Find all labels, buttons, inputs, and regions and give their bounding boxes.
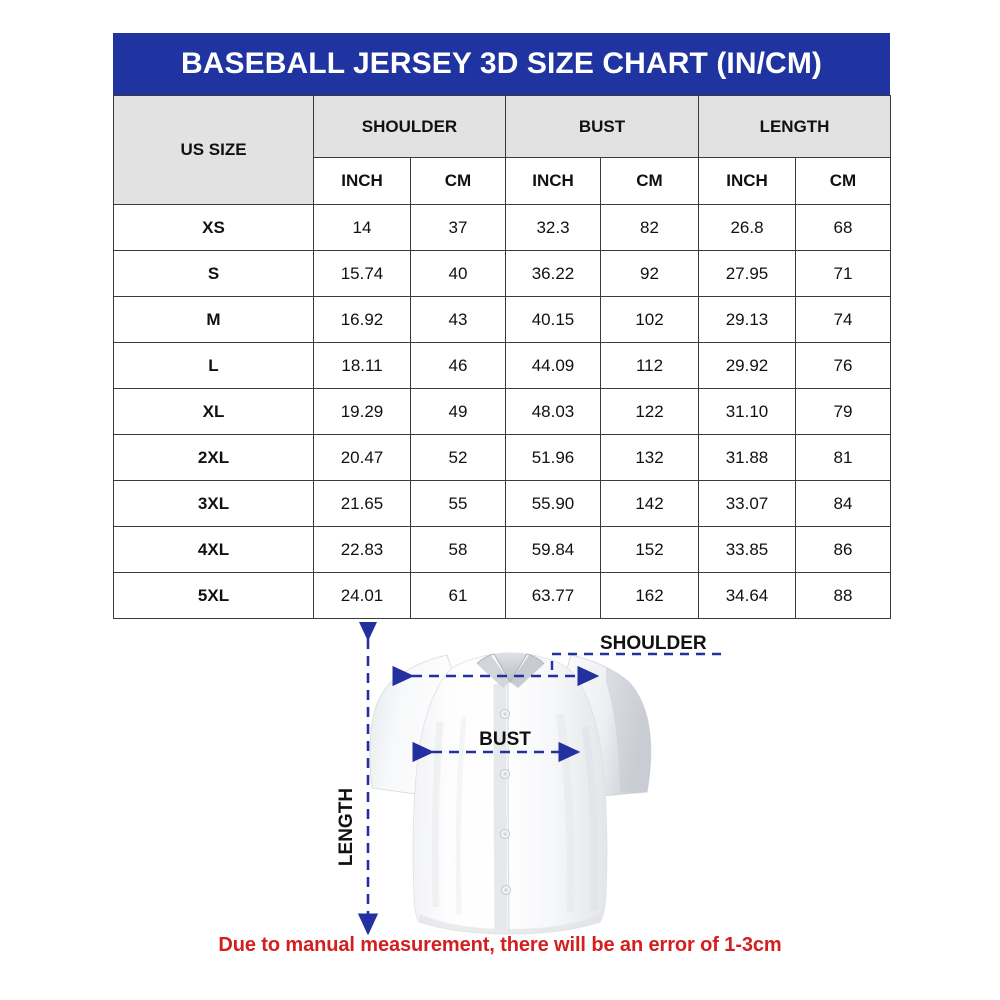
cell-length-inch: 29.92	[698, 342, 796, 389]
size-table-body: XS 14 37 32.3 82 26.8 68 S 15.74 40 36.2…	[113, 204, 892, 619]
cell-shoulder-cm: 46	[410, 342, 506, 389]
cell-length-cm: 81	[794, 434, 892, 481]
cell-bust-inch: 40.15	[505, 296, 601, 343]
cell-shoulder-cm: 61	[410, 572, 506, 619]
cell-bust-inch: 44.09	[505, 342, 601, 389]
length-label: LENGTH	[336, 788, 357, 866]
subheader-length-cm: CM	[794, 157, 892, 205]
column-header-bust: BUST	[505, 95, 699, 158]
subheader-length-inch: INCH	[698, 157, 796, 205]
cell-bust-inch: 48.03	[505, 388, 601, 435]
cell-size: 3XL	[113, 480, 314, 527]
cell-size: 2XL	[113, 434, 314, 481]
cell-bust-inch: 63.77	[505, 572, 601, 619]
shoulder-label: SHOULDER	[600, 633, 707, 654]
cell-length-cm: 68	[794, 204, 892, 251]
table-row: M 16.92 43 40.15 102 29.13 74	[113, 296, 892, 343]
cell-shoulder-cm: 52	[410, 434, 506, 481]
column-header-length: LENGTH	[697, 95, 892, 158]
cell-bust-cm: 162	[600, 572, 699, 619]
cell-length-cm: 86	[794, 526, 892, 573]
cell-length-cm: 74	[794, 296, 892, 343]
cell-shoulder-inch: 24.01	[313, 572, 411, 619]
cell-size: M	[113, 296, 314, 343]
cell-length-inch: 34.64	[698, 572, 796, 619]
cell-size: XS	[113, 204, 314, 251]
cell-length-cm: 71	[794, 250, 892, 297]
cell-shoulder-inch: 16.92	[313, 296, 411, 343]
cell-length-cm: 79	[794, 388, 892, 435]
page-title: BASEBALL JERSEY 3D SIZE CHART (IN/CM)	[113, 33, 890, 95]
cell-shoulder-inch: 20.47	[313, 434, 411, 481]
cell-shoulder-cm: 43	[410, 296, 506, 343]
jersey-measurement-diagram: SHOULDER BUST LENGTH	[0, 622, 1000, 942]
cell-bust-cm: 142	[600, 480, 699, 527]
table-row: XS 14 37 32.3 82 26.8 68	[113, 204, 892, 251]
subheader-shoulder-inch: INCH	[313, 157, 411, 205]
cell-length-cm: 76	[794, 342, 892, 389]
cell-shoulder-cm: 49	[410, 388, 506, 435]
cell-bust-inch: 59.84	[505, 526, 601, 573]
subheader-bust-inch: INCH	[505, 157, 601, 205]
cell-bust-inch: 51.96	[505, 434, 601, 481]
size-chart-table-block: BASEBALL JERSEY 3D SIZE CHART (IN/CM) US…	[113, 33, 892, 619]
cell-shoulder-cm: 40	[410, 250, 506, 297]
cell-size: S	[113, 250, 314, 297]
cell-bust-inch: 32.3	[505, 204, 601, 251]
bust-label: BUST	[479, 729, 531, 750]
bust-measure-annotation: BUST	[412, 729, 581, 763]
cell-length-inch: 29.13	[698, 296, 796, 343]
table-sub-header-row: INCH CM INCH CM INCH CM	[114, 157, 892, 205]
table-row: L 18.11 46 44.09 112 29.92 76	[113, 342, 892, 389]
measurement-disclaimer-note: Due to manual measurement, there will be…	[218, 934, 782, 956]
length-measure-annotation: LENGTH	[336, 622, 379, 936]
shoulder-measure-annotation: SHOULDER	[392, 633, 721, 687]
cell-shoulder-cm: 55	[410, 480, 506, 527]
cell-shoulder-inch: 21.65	[313, 480, 411, 527]
cell-shoulder-inch: 22.83	[313, 526, 411, 573]
cell-length-cm: 84	[794, 480, 892, 527]
cell-shoulder-inch: 14	[313, 204, 411, 251]
cell-length-inch: 26.8	[698, 204, 796, 251]
subheader-shoulder-cm: CM	[410, 157, 506, 205]
table-group-header-row: US SIZE SHOULDER BUST LENGTH	[113, 95, 892, 205]
cell-length-inch: 33.85	[698, 526, 796, 573]
cell-shoulder-inch: 18.11	[313, 342, 411, 389]
cell-bust-inch: 55.90	[505, 480, 601, 527]
cell-bust-cm: 122	[600, 388, 699, 435]
cell-size: 5XL	[113, 572, 314, 619]
cell-size: XL	[113, 388, 314, 435]
cell-length-inch: 33.07	[698, 480, 796, 527]
cell-bust-cm: 92	[600, 250, 699, 297]
cell-length-cm: 88	[794, 572, 892, 619]
cell-length-inch: 27.95	[698, 250, 796, 297]
table-row: 5XL 24.01 61 63.77 162 34.64 88	[113, 572, 892, 619]
cell-bust-cm: 82	[600, 204, 699, 251]
cell-shoulder-cm: 58	[410, 526, 506, 573]
cell-shoulder-inch: 15.74	[313, 250, 411, 297]
table-row: 2XL 20.47 52 51.96 132 31.88 81	[113, 434, 892, 481]
cell-length-inch: 31.10	[698, 388, 796, 435]
table-row: XL 19.29 49 48.03 122 31.10 79	[113, 388, 892, 435]
cell-size: L	[113, 342, 314, 389]
cell-bust-cm: 102	[600, 296, 699, 343]
table-row: S 15.74 40 36.22 92 27.95 71	[113, 250, 892, 297]
subheader-bust-cm: CM	[600, 157, 699, 205]
cell-bust-cm: 112	[600, 342, 699, 389]
cell-length-inch: 31.88	[698, 434, 796, 481]
column-header-us-size: US SIZE	[113, 95, 314, 205]
column-header-shoulder: SHOULDER	[313, 95, 506, 158]
cell-bust-inch: 36.22	[505, 250, 601, 297]
cell-shoulder-inch: 19.29	[313, 388, 411, 435]
table-row: 4XL 22.83 58 59.84 152 33.85 86	[113, 526, 892, 573]
cell-bust-cm: 132	[600, 434, 699, 481]
size-table: US SIZE SHOULDER BUST LENGTH INCH CM INC…	[113, 95, 892, 619]
jersey-illustration	[369, 652, 652, 935]
cell-shoulder-cm: 37	[410, 204, 506, 251]
cell-bust-cm: 152	[600, 526, 699, 573]
cell-size: 4XL	[113, 526, 314, 573]
table-row: 3XL 21.65 55 55.90 142 33.07 84	[113, 480, 892, 527]
